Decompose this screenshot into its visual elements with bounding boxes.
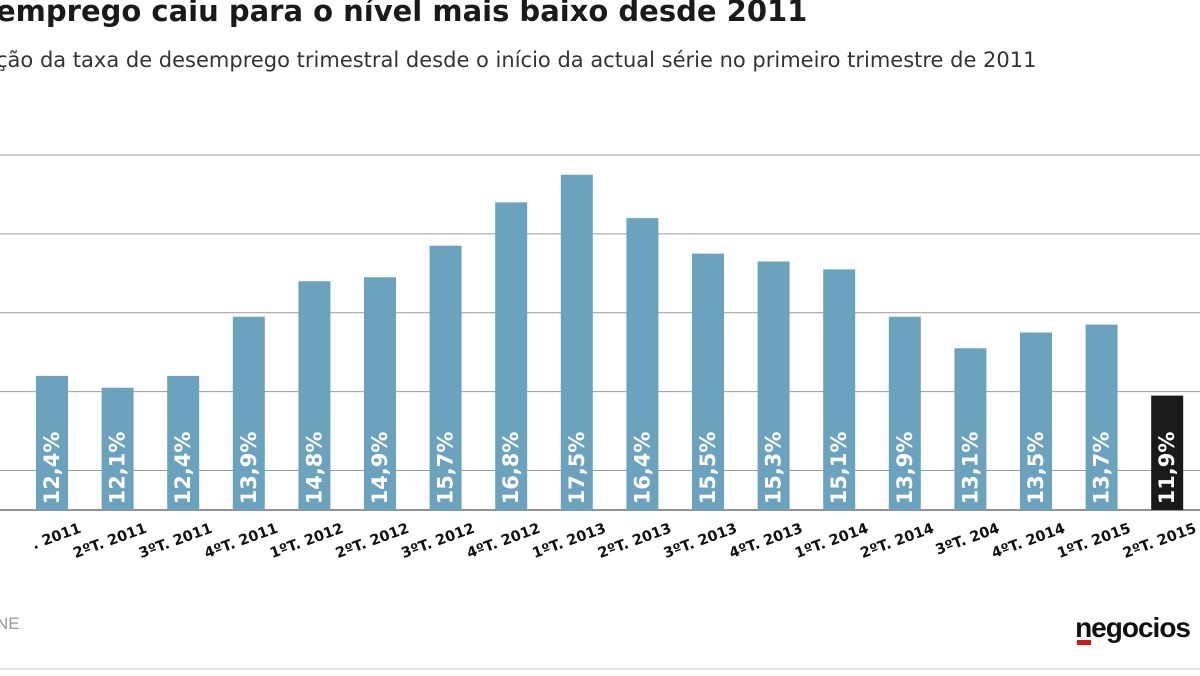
category-label: 2ºT. 2015 (1121, 521, 1199, 562)
bar (495, 202, 528, 511)
value-label: 12,1% (106, 432, 130, 505)
bar (167, 375, 200, 510)
value-label: 11,9% (1155, 432, 1179, 505)
category-label: 1ºT. 2014 (793, 521, 871, 562)
category-label: 2ºT. 2011 (71, 521, 149, 562)
category-label: 1ºT. 2015 (1055, 521, 1133, 562)
grid-lines (0, 154, 1200, 511)
bar (626, 218, 659, 510)
value-label: 13,1% (958, 432, 982, 505)
category-label: 4ºT. 2012 (465, 521, 543, 562)
category-label: 2ºT. 2014 (858, 521, 936, 562)
logo-text: negocios (1075, 612, 1191, 643)
category-label: 3ºT. 2011 (137, 521, 215, 562)
category-label: 3ºT. 2012 (399, 521, 477, 562)
value-label: 14,9% (368, 432, 392, 505)
bar (101, 387, 134, 510)
value-label: 13,9% (237, 432, 261, 505)
value-label: 17,5% (565, 432, 589, 505)
value-labels: 12,4% 12,1% 12,4% 13,9% 14,8% 14,9% 15,7% 16,8%… (40, 432, 1179, 505)
value-label: 13,9% (893, 432, 917, 505)
bar (1151, 395, 1184, 510)
bar (232, 316, 265, 510)
chart-title: emprego caiu para o nível mais baixo des… (0, 0, 808, 28)
brand-logo: negocios (1075, 612, 1191, 645)
bar (36, 375, 68, 510)
value-label: 15,5% (696, 432, 720, 505)
category-label: 1ºT. 2012 (268, 521, 346, 562)
value-label: 16,4% (630, 432, 654, 505)
bar (954, 348, 987, 510)
bar (1085, 324, 1118, 510)
value-label: 13,5% (1024, 432, 1048, 505)
value-label: 15,1% (827, 432, 851, 505)
bottom-divider (0, 668, 1200, 670)
category-label: 2ºT. 2013 (596, 521, 674, 562)
value-label: 16,8% (499, 432, 523, 505)
value-label: 15,7% (434, 432, 458, 505)
bar (757, 261, 790, 510)
logo-accent-mark (1077, 640, 1092, 645)
bar (298, 281, 331, 510)
value-label: 12,4% (171, 432, 195, 505)
chart-subtitle: ção da taxa de desemprego trimestral des… (0, 48, 1037, 72)
bar (692, 253, 724, 510)
value-label: 15,3% (762, 432, 786, 505)
bar (1020, 332, 1052, 510)
bar (823, 269, 856, 510)
category-label: 2ºT. 2012 (334, 521, 412, 562)
category-label: 4ºT. 2013 (727, 521, 805, 562)
bar (429, 245, 462, 510)
value-label: 14,8% (302, 432, 326, 505)
bar (888, 316, 921, 510)
value-label: 12,4% (40, 432, 64, 505)
bars (36, 174, 1184, 511)
bar (560, 174, 593, 510)
bar (364, 277, 396, 510)
category-label: 4ºT. 2014 (990, 521, 1068, 562)
category-label: 3ºT. 2013 (662, 521, 740, 562)
value-label: 13,7% (1090, 432, 1114, 505)
category-label: 1ºT. 2013 (530, 521, 608, 562)
category-label: 4ºT. 2011 (202, 521, 280, 562)
source-note: NE (0, 614, 20, 633)
